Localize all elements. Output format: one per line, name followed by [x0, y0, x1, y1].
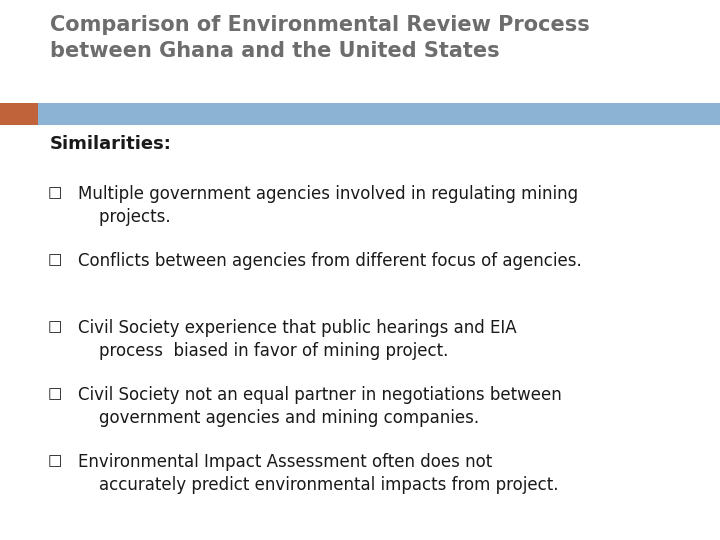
Text: □: □: [48, 319, 63, 334]
Text: Civil Society experience that public hearings and EIA
    process  biased in fav: Civil Society experience that public hea…: [78, 319, 517, 360]
Text: Environmental Impact Assessment often does not
    accurately predict environmen: Environmental Impact Assessment often do…: [78, 453, 559, 494]
Text: □: □: [48, 386, 63, 401]
Text: Similarities:: Similarities:: [50, 135, 172, 153]
Bar: [38, 103, 720, 125]
Bar: [0, 103, 38, 125]
Text: Multiple government agencies involved in regulating mining
    projects.: Multiple government agencies involved in…: [78, 185, 578, 226]
Text: Civil Society not an equal partner in negotiations between
    government agenci: Civil Society not an equal partner in ne…: [78, 386, 562, 427]
Text: Comparison of Environmental Review Process
between Ghana and the United States: Comparison of Environmental Review Proce…: [50, 15, 590, 60]
Text: Conflicts between agencies from different focus of agencies.: Conflicts between agencies from differen…: [78, 252, 582, 270]
Text: □: □: [48, 252, 63, 267]
Text: □: □: [48, 453, 63, 468]
Text: □: □: [48, 185, 63, 200]
